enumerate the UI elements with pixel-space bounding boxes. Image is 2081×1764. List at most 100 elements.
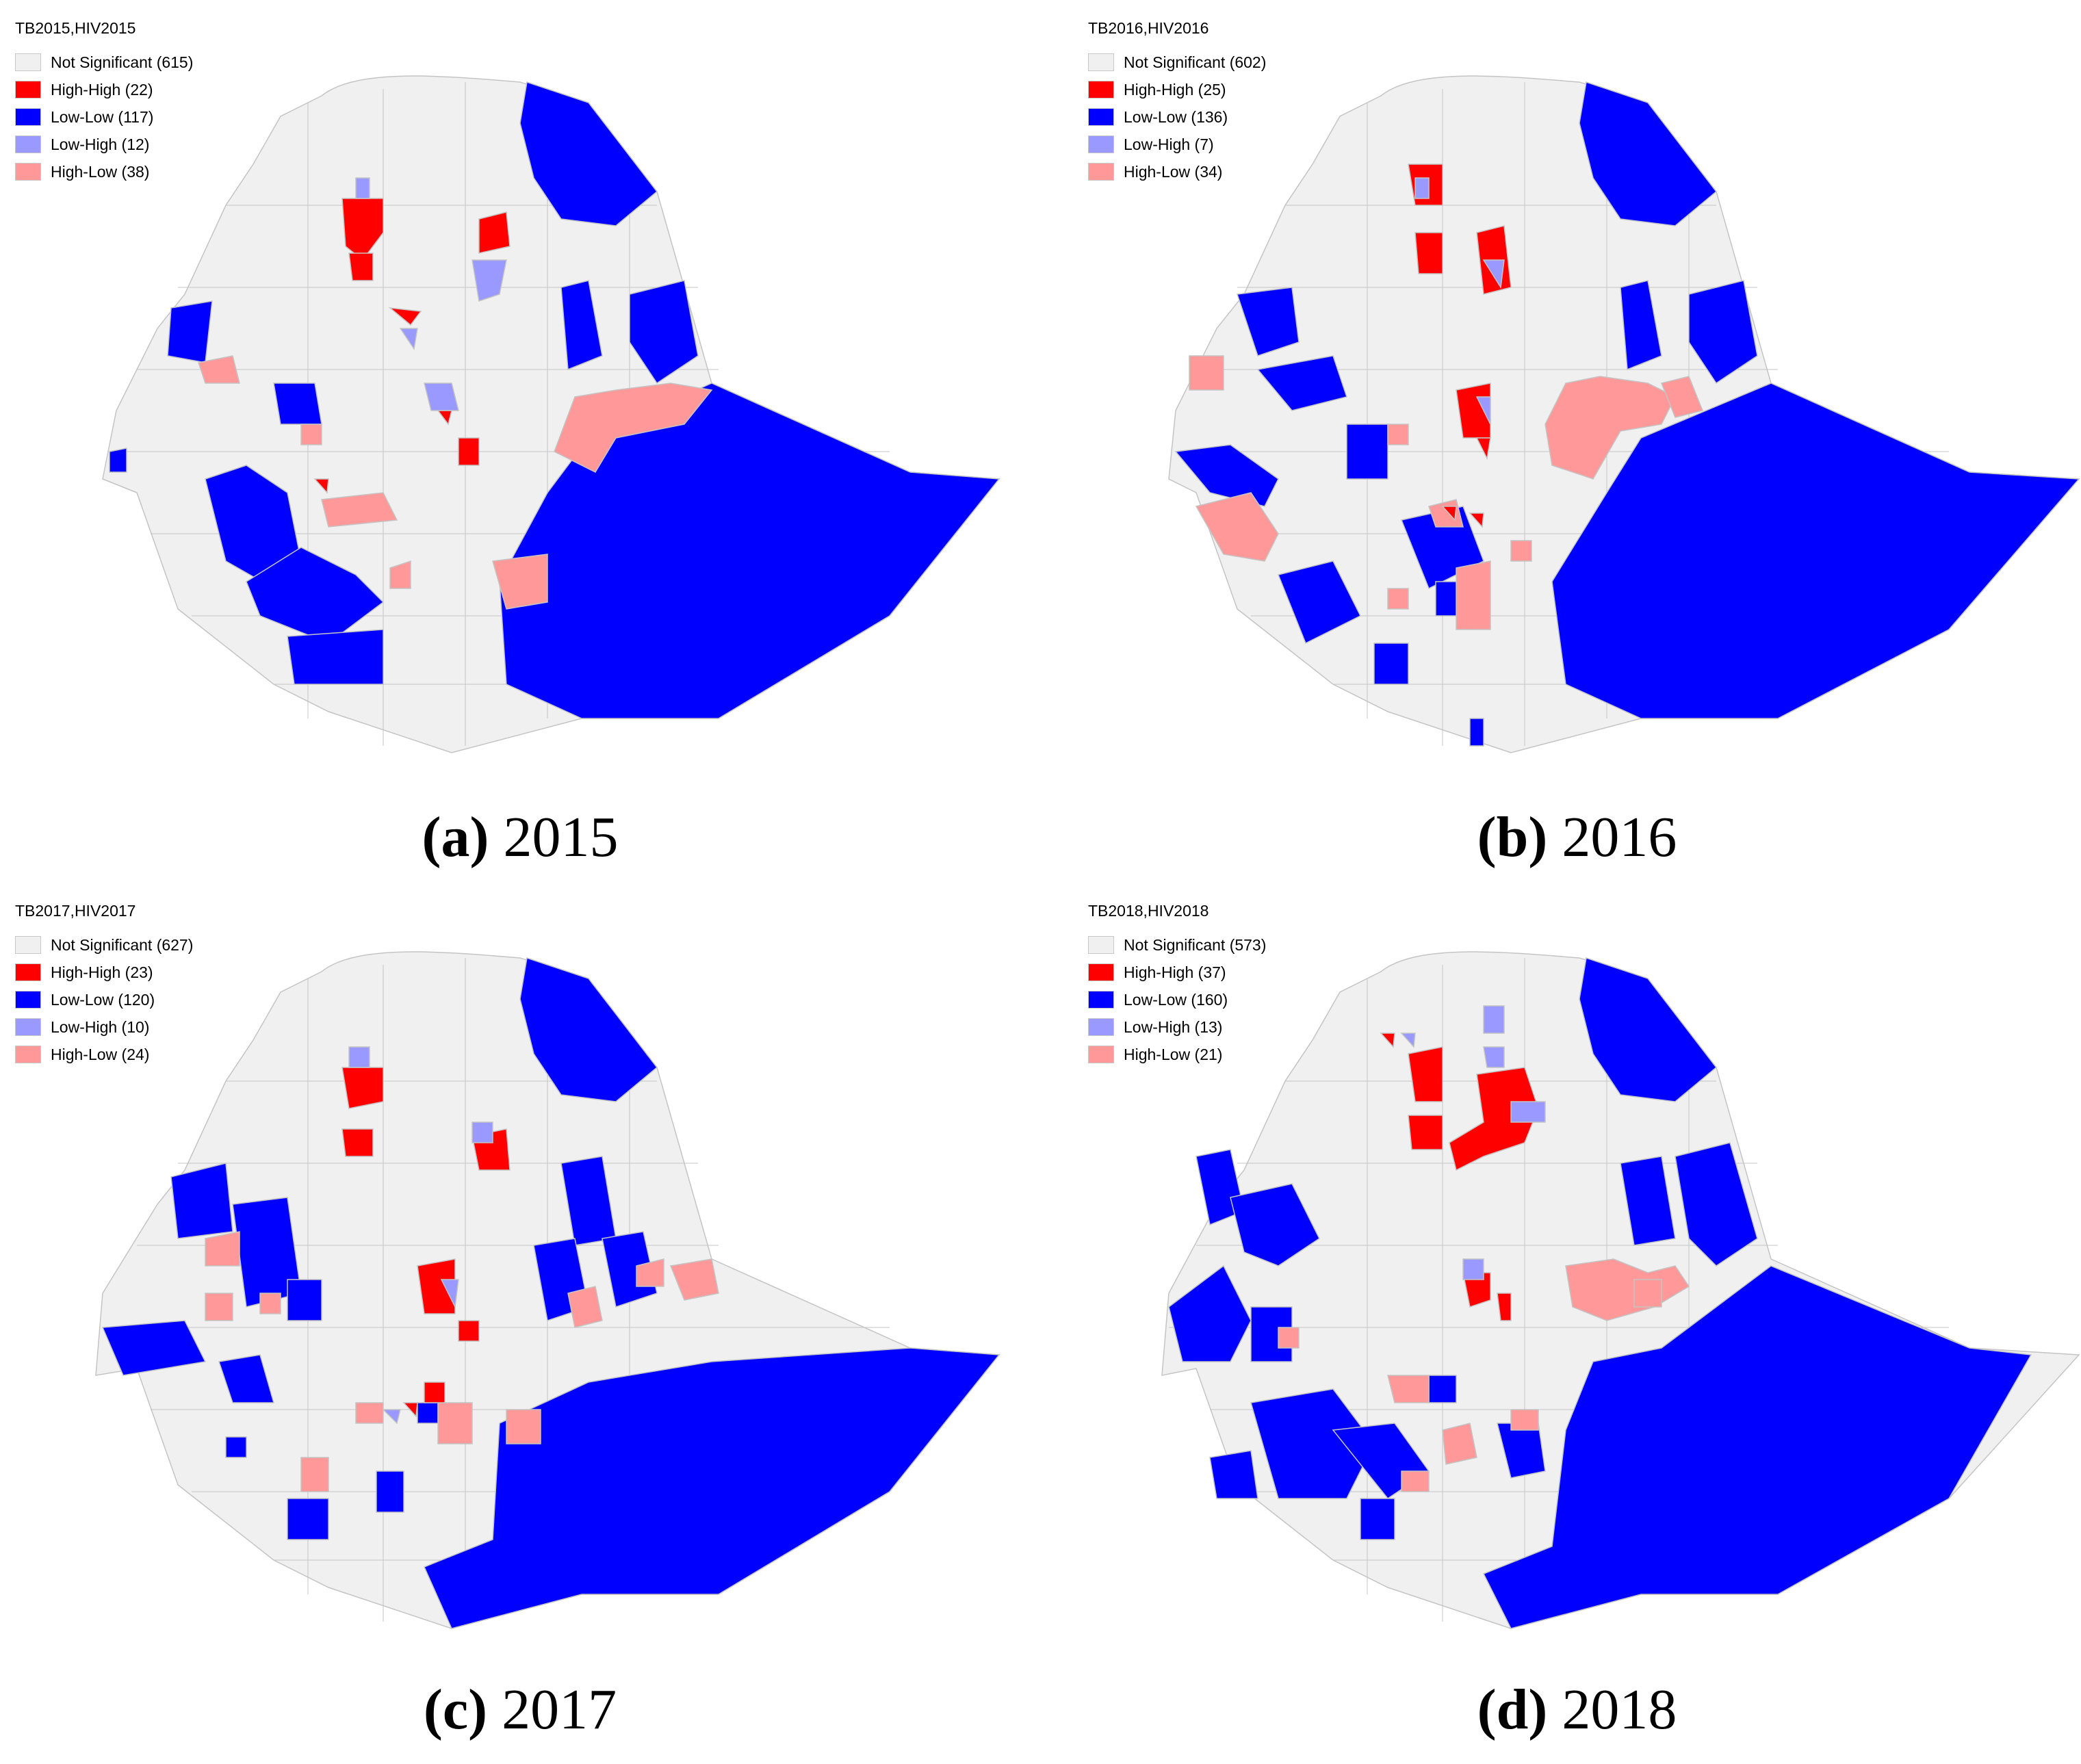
cluster-region	[1483, 1005, 1505, 1034]
cluster-region	[1510, 540, 1532, 562]
legend-label: Low-High (12)	[51, 135, 150, 153]
cluster-region	[417, 1258, 456, 1314]
cluster-region	[519, 957, 658, 1102]
legend-label: Not Significant (627)	[51, 935, 194, 954]
legend-swatch	[15, 963, 41, 981]
cluster-region	[246, 547, 385, 644]
cluster-region	[382, 1409, 401, 1425]
cluster-region	[355, 1402, 384, 1424]
high-low-clusters	[1189, 355, 1704, 630]
panel-2017: TB2017,HIV2017 Not Significant (627) Hig…	[0, 883, 1040, 1764]
cluster-region	[1462, 1258, 1484, 1280]
cluster-region	[1428, 1375, 1457, 1403]
cluster-region	[1449, 1067, 1539, 1171]
cluster-region	[1346, 424, 1388, 480]
low-low-clusters	[1168, 957, 2032, 1629]
caption-letter: (c)	[423, 1678, 488, 1741]
legend-swatch	[15, 1046, 41, 1063]
legend-label: High-High (22)	[51, 80, 153, 99]
cluster-region	[1633, 1279, 1662, 1308]
legend-swatch	[15, 108, 41, 126]
cluster-region	[506, 1409, 541, 1444]
cluster-region	[1483, 1046, 1505, 1068]
legend-swatch	[1088, 163, 1114, 181]
cluster-region	[1510, 1101, 1546, 1123]
cluster-region	[1565, 1258, 1690, 1321]
low-low-clusters	[101, 957, 1000, 1629]
cluster-region	[567, 1286, 603, 1328]
caption-2018: (d) 2018	[1073, 1676, 2081, 1743]
cluster-region	[300, 424, 322, 445]
legend-label: Low-Low (120)	[51, 990, 155, 1009]
caption-letter: (a)	[422, 805, 489, 869]
caption-year: 2017	[502, 1678, 617, 1741]
cluster-region	[1688, 280, 1758, 385]
cluster-region	[341, 1128, 374, 1157]
legend-label: Low-Low (160)	[1124, 990, 1228, 1009]
cluster-region	[198, 355, 240, 384]
map-2015	[102, 75, 1000, 753]
cluster-region	[1469, 718, 1484, 747]
legend-item-high-low: High-Low (38)	[15, 158, 193, 185]
cluster-region	[1620, 1156, 1676, 1246]
legend-2016: TB2016,HIV2016 Not Significant (602) Hig…	[1088, 19, 1266, 185]
high-high-clusters	[313, 198, 510, 494]
cluster-region	[1387, 1375, 1430, 1403]
cluster-region	[471, 259, 507, 302]
cluster-region	[218, 1354, 274, 1403]
panel-2015: TB2015,HIV2015 Not Significant (615) Hig…	[0, 0, 1040, 883]
legend-swatch	[1088, 81, 1114, 99]
legend-item-not-significant: Not Significant (627)	[15, 931, 193, 959]
legend-swatch	[1088, 1046, 1114, 1063]
cluster-region	[1401, 1470, 1430, 1492]
cluster-region	[437, 1402, 473, 1444]
legend-title: TB2017,HIV2017	[15, 902, 136, 920]
cluster-region	[402, 1402, 418, 1418]
legend-label: High-Low (34)	[1124, 162, 1223, 181]
cluster-region	[519, 81, 658, 226]
cluster-region	[1380, 1033, 1395, 1048]
cluster-region	[355, 177, 370, 199]
cluster-region	[669, 1258, 719, 1301]
cluster-region	[1408, 1046, 1443, 1102]
cluster-region	[1168, 1264, 1252, 1362]
cluster-region	[1469, 513, 1484, 528]
low-high-clusters	[1400, 1005, 1546, 1280]
legend-item-high-low: High-Low (21)	[1088, 1041, 1266, 1068]
cluster-region	[1387, 424, 1409, 445]
cluster-region	[1250, 1388, 1375, 1499]
legend-item-not-significant: Not Significant (602)	[1088, 49, 1266, 76]
legend-label: High-High (37)	[1124, 963, 1226, 981]
cluster-region	[1360, 1498, 1395, 1540]
cluster-region	[554, 382, 713, 473]
legend-item-high-high: High-High (22)	[15, 76, 193, 103]
cluster-region	[1482, 259, 1505, 289]
panel-2018: TB2018,HIV2018 Not Significant (573) Hig…	[1073, 883, 2081, 1764]
cluster-region	[1579, 81, 1718, 226]
cluster-region	[348, 252, 374, 281]
cluster-region	[1456, 560, 1491, 630]
caption-2016: (b) 2016	[1073, 804, 2081, 870]
cluster-region	[629, 280, 699, 385]
cluster-region	[388, 307, 422, 326]
legend-swatch	[15, 991, 41, 1009]
cluster-region	[399, 328, 418, 350]
cluster-region	[348, 1046, 370, 1068]
cluster-region	[287, 629, 384, 685]
cluster-region	[424, 1382, 445, 1403]
low-low-clusters	[1174, 81, 2080, 747]
caption-letter: (d)	[1477, 1678, 1548, 1741]
cluster-region	[1408, 1115, 1443, 1150]
legend-item-not-significant: Not Significant (615)	[15, 49, 193, 76]
legend-swatch	[15, 53, 41, 71]
cluster-region	[1442, 1423, 1477, 1465]
cluster-region	[205, 1231, 240, 1267]
cluster-region	[1256, 355, 1347, 411]
legend-label: Low-Low (117)	[51, 107, 154, 126]
legend-label: High-Low (38)	[51, 162, 150, 181]
legend-swatch	[15, 163, 41, 181]
cluster-region	[1195, 492, 1279, 562]
legend-label: Low-High (10)	[51, 1017, 150, 1036]
legend-item-low-high: Low-High (12)	[15, 131, 193, 158]
cluster-region	[287, 1498, 329, 1540]
